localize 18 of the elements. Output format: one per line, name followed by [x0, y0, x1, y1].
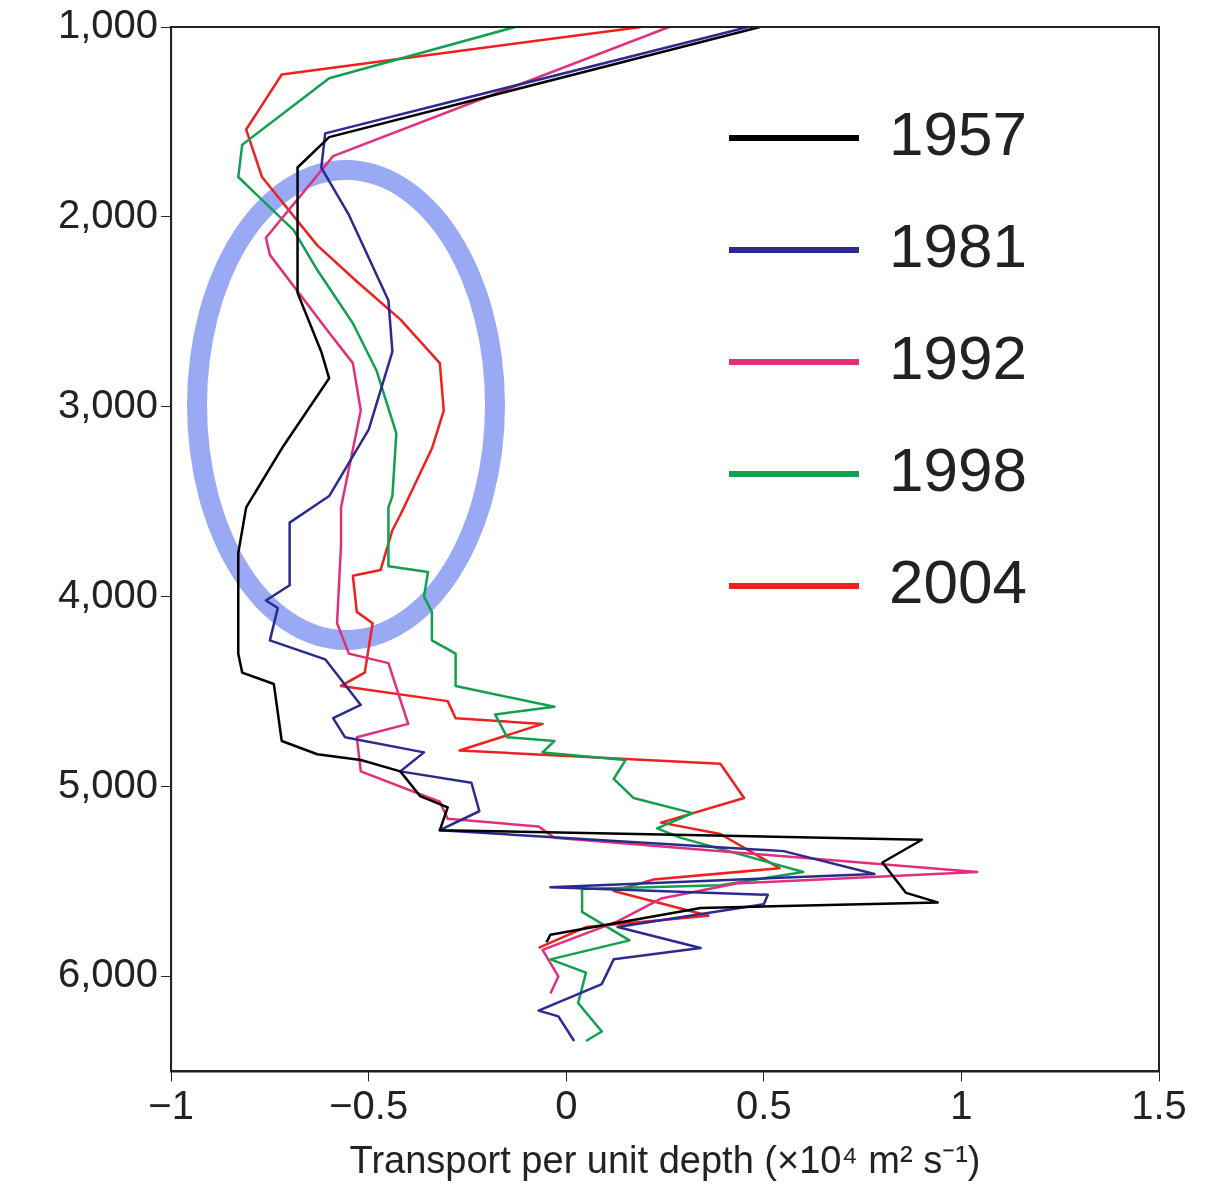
- x-tick-label: 0: [555, 1083, 578, 1128]
- x-axis-title: Transport per unit depth (×10⁴ m² s⁻¹): [349, 1138, 981, 1181]
- x-tick-label: −0.5: [329, 1083, 409, 1128]
- y-tick-label: 2,000: [57, 191, 159, 236]
- y-tick-label: 5,000: [57, 761, 159, 806]
- legend-label: 1992: [889, 323, 1027, 393]
- x-tick-label: 1.5: [1131, 1083, 1187, 1128]
- y-tick-label: 6,000: [57, 951, 159, 996]
- y-tick-label: 3,000: [57, 381, 159, 426]
- legend-label: 1981: [889, 211, 1027, 281]
- legend-label: 1957: [889, 99, 1027, 169]
- x-tick-label: −1: [148, 1083, 194, 1128]
- x-tick-label: 1: [950, 1083, 973, 1128]
- x-tick-label: 0.5: [736, 1083, 792, 1128]
- y-tick-label: 4,000: [57, 571, 159, 616]
- legend-label: 2004: [889, 547, 1027, 617]
- y-tick-label: 1,000: [57, 2, 159, 47]
- legend-label: 1998: [889, 435, 1027, 505]
